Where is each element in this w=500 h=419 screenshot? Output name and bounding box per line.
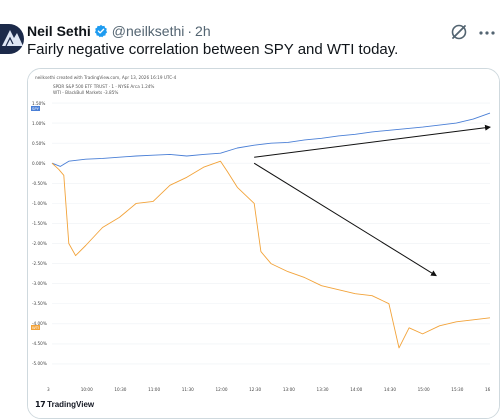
y-tick-label: -2.50%	[32, 261, 47, 267]
y-tick-label: 0.00%	[32, 160, 46, 166]
tradingview-brand: TradingView	[47, 400, 95, 409]
x-tick-label: 11:00	[148, 387, 161, 392]
y-tick-label: 0.50%	[32, 140, 46, 146]
spy-series-line	[51, 112, 491, 167]
x-tick-label: 13:00	[282, 387, 295, 392]
x-tick-label: 15:30	[451, 387, 464, 392]
y-tick-label: 1.50%	[32, 100, 46, 106]
y-tick-label: -3.00%	[32, 281, 47, 287]
tweet-header: Neil Sethi @neilksethi · 2h	[27, 22, 211, 40]
x-tick-label: 12:30	[249, 387, 262, 392]
chart-image[interactable]: neilksethi created with TradingView.com,…	[27, 68, 500, 419]
x-tick-label: 12:00	[215, 387, 228, 392]
author-handle[interactable]: @neilksethi	[111, 23, 185, 39]
x-tick-label: 14:30	[383, 387, 396, 392]
x-tick-label: 10:00	[80, 387, 93, 392]
y-tick-label: -2.00%	[32, 241, 47, 247]
x-tick-label: 15:00	[417, 387, 430, 392]
more-icon[interactable]	[478, 26, 496, 40]
avatar[interactable]	[0, 24, 24, 54]
x-tick-label: 3	[47, 387, 50, 392]
author-name[interactable]: Neil Sethi	[27, 23, 91, 39]
separator: ·	[187, 23, 193, 39]
y-tick-label: -5.00%	[32, 361, 47, 367]
legend-spy: SPDR S&P 500 ETF TRUST · 1 · NYSE Arca 1…	[53, 84, 155, 89]
tradingview-logo: 17 TradingView	[35, 400, 94, 409]
grok-icon[interactable]	[449, 22, 469, 42]
x-tick-label: 10:30	[114, 387, 127, 392]
x-tick-label: 14:00	[350, 387, 363, 392]
annotation-arrow-up	[254, 124, 491, 158]
y-tick-label: -1.00%	[32, 200, 47, 206]
timestamp[interactable]: 2h	[195, 23, 211, 39]
line-chart	[28, 69, 499, 418]
verified-badge-icon	[94, 24, 107, 38]
spy-badge: SPY	[31, 106, 40, 111]
wti-badge: WTI	[31, 325, 41, 330]
tweet-text: Fairly negative correlation between SPY …	[27, 41, 399, 58]
annotation-arrow-down	[253, 162, 437, 277]
wti-series-line	[51, 160, 491, 349]
x-tick-label: 13:30	[316, 387, 329, 392]
y-tick-label: -0.50%	[32, 180, 47, 186]
x-tick-label: 16	[485, 387, 491, 392]
x-tick-label: 11:30	[181, 387, 194, 392]
y-tick-label: -3.50%	[32, 301, 47, 307]
y-tick-label: 1.00%	[32, 120, 46, 126]
tradingview-logo-icon: 17	[35, 400, 46, 409]
legend-wti: WTI - BlackBull Markets -3.85%	[53, 90, 119, 95]
y-tick-label: -1.50%	[32, 220, 47, 226]
y-tick-label: -4.50%	[32, 341, 47, 347]
y-tick-label: -4.00%	[32, 321, 47, 327]
chart-watermark: neilksethi created with TradingView.com,…	[35, 75, 177, 80]
